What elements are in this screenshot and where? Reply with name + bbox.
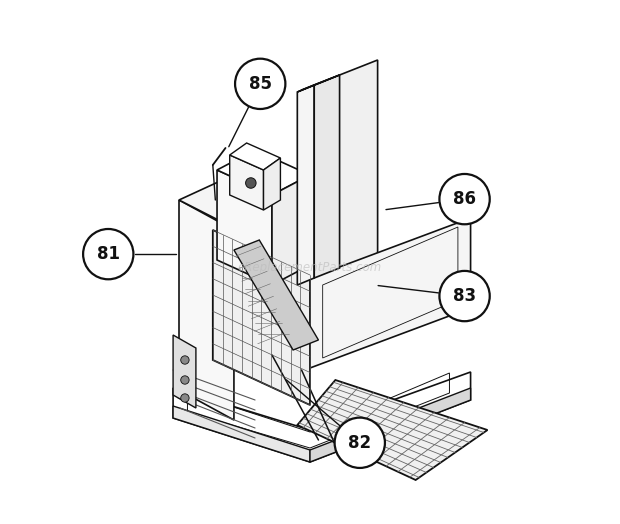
Circle shape [235, 59, 285, 109]
Polygon shape [298, 85, 314, 285]
Polygon shape [217, 170, 272, 285]
Polygon shape [173, 335, 196, 408]
Polygon shape [272, 175, 310, 285]
Text: eReplacementParts.com: eReplacementParts.com [238, 261, 382, 274]
Text: 83: 83 [453, 287, 476, 305]
Polygon shape [173, 372, 471, 462]
Text: 86: 86 [453, 190, 476, 208]
Polygon shape [173, 406, 310, 462]
Polygon shape [298, 380, 487, 480]
Polygon shape [314, 75, 340, 278]
Polygon shape [217, 150, 310, 195]
Polygon shape [179, 200, 234, 420]
Text: 82: 82 [348, 434, 371, 452]
Circle shape [440, 174, 490, 224]
Text: 85: 85 [249, 75, 272, 93]
Circle shape [180, 394, 189, 402]
Polygon shape [310, 388, 471, 462]
Polygon shape [298, 75, 340, 92]
Circle shape [246, 178, 256, 188]
Circle shape [440, 271, 490, 321]
Polygon shape [213, 230, 310, 405]
Circle shape [83, 229, 133, 279]
Circle shape [180, 376, 189, 384]
Polygon shape [234, 240, 319, 350]
Polygon shape [229, 143, 280, 170]
Text: 81: 81 [97, 245, 120, 263]
Circle shape [335, 418, 385, 468]
Polygon shape [264, 158, 280, 210]
Polygon shape [301, 60, 378, 370]
Polygon shape [179, 165, 310, 228]
Circle shape [180, 356, 189, 364]
Polygon shape [310, 218, 471, 368]
Polygon shape [229, 155, 264, 210]
